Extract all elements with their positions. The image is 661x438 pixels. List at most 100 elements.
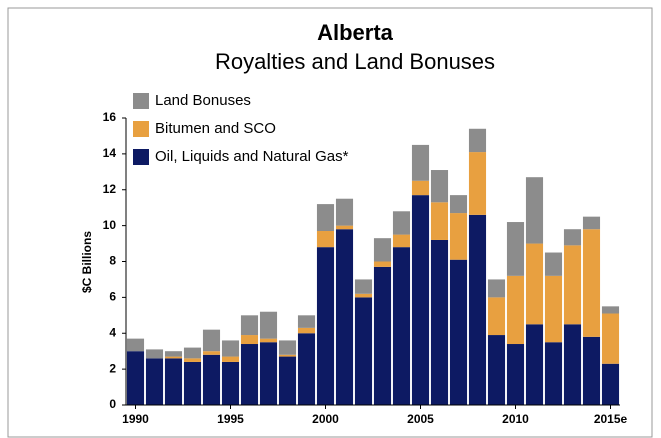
bar-segment bbox=[373, 266, 392, 405]
chart-subtitle: Royalties and Land Bonuses bbox=[215, 49, 495, 74]
bar-segment bbox=[582, 216, 601, 230]
bar-segment bbox=[183, 347, 202, 359]
bar-segment bbox=[373, 238, 392, 262]
legend-label: Land Bonuses bbox=[155, 92, 251, 109]
bar-segment bbox=[544, 275, 563, 343]
bar-segment bbox=[487, 335, 506, 405]
bar-segment bbox=[354, 297, 373, 405]
bar-segment bbox=[164, 356, 183, 359]
y-tick-label: 16 bbox=[103, 110, 117, 124]
bar-segment bbox=[392, 211, 411, 235]
bar-segment bbox=[278, 354, 297, 357]
bar-segment bbox=[278, 356, 297, 405]
bar-segment bbox=[126, 351, 145, 405]
bar-segment bbox=[468, 152, 487, 215]
y-tick-label: 12 bbox=[103, 182, 117, 196]
bar-segment bbox=[145, 358, 164, 405]
bar-segment bbox=[430, 170, 449, 203]
y-tick-label: 0 bbox=[109, 397, 116, 411]
bar-segment bbox=[449, 195, 468, 214]
x-tick-label: 2005 bbox=[407, 412, 434, 426]
bar-segment bbox=[221, 361, 240, 405]
bar-segment bbox=[240, 315, 259, 336]
bar-segment bbox=[601, 313, 620, 364]
bar-segment bbox=[202, 351, 221, 355]
chart-title: Alberta bbox=[317, 20, 394, 45]
y-tick-label: 10 bbox=[103, 218, 117, 232]
bar-segment bbox=[297, 333, 316, 405]
x-tick-label: 1995 bbox=[217, 412, 244, 426]
bar-segment bbox=[411, 144, 430, 181]
bar-segment bbox=[335, 229, 354, 405]
bar-segment bbox=[449, 259, 468, 405]
bar-segment bbox=[563, 324, 582, 405]
y-tick-label: 14 bbox=[103, 146, 117, 160]
bar-segment bbox=[468, 214, 487, 405]
bar-segment bbox=[202, 329, 221, 352]
legend-swatch bbox=[133, 121, 149, 137]
bar-segment bbox=[430, 202, 449, 240]
bar-segment bbox=[506, 344, 525, 405]
bar-segment bbox=[582, 336, 601, 405]
bar-segment bbox=[563, 229, 582, 246]
y-tick-label: 8 bbox=[109, 254, 116, 268]
bar-segment bbox=[411, 180, 430, 196]
bar-segment bbox=[202, 354, 221, 405]
bar-segment bbox=[354, 279, 373, 294]
bar-segment bbox=[449, 213, 468, 260]
bar-segment bbox=[544, 342, 563, 405]
bar-segment bbox=[164, 358, 183, 405]
frame bbox=[7, 7, 653, 438]
bar-segment bbox=[487, 297, 506, 336]
bar-segment bbox=[259, 311, 278, 339]
bar-segment bbox=[430, 239, 449, 405]
bar-segment bbox=[582, 229, 601, 337]
bar-segment bbox=[601, 363, 620, 405]
bar-segment bbox=[297, 315, 316, 328]
y-tick-label: 2 bbox=[109, 361, 116, 375]
bar-segment bbox=[259, 338, 278, 343]
bar-segment bbox=[183, 361, 202, 405]
bar-segment bbox=[373, 261, 392, 267]
bar-segment bbox=[468, 128, 487, 153]
bar-segment bbox=[297, 327, 316, 334]
bar-segment bbox=[221, 340, 240, 357]
bar-segment bbox=[525, 243, 544, 325]
bar-segment bbox=[278, 340, 297, 355]
bar-segment bbox=[316, 247, 335, 405]
y-tick-label: 4 bbox=[109, 325, 116, 339]
bar-segment bbox=[392, 247, 411, 405]
bar-segment bbox=[259, 342, 278, 405]
legend-label: Oil, Liquids and Natural Gas* bbox=[155, 148, 349, 165]
bar-segment bbox=[126, 338, 145, 352]
bar-segment bbox=[525, 177, 544, 244]
x-tick-label: 1990 bbox=[122, 412, 149, 426]
bar-segment bbox=[221, 356, 240, 362]
bar-segment bbox=[506, 275, 525, 345]
y-axis-label: $C Billions bbox=[80, 231, 94, 293]
bar-segment bbox=[316, 231, 335, 248]
bar-segment bbox=[335, 225, 354, 230]
bar-segment bbox=[240, 344, 259, 405]
bar-segment bbox=[544, 252, 563, 276]
bar-segment bbox=[411, 195, 430, 405]
bar-segment bbox=[335, 198, 354, 226]
bar-segment bbox=[164, 351, 183, 357]
bar-segment bbox=[316, 204, 335, 232]
bar-segment bbox=[525, 324, 544, 405]
legend-swatch bbox=[133, 93, 149, 109]
bar-segment bbox=[601, 306, 620, 314]
x-tick-label: 2015e bbox=[594, 412, 628, 426]
x-tick-label: 2010 bbox=[502, 412, 529, 426]
y-tick-label: 6 bbox=[109, 290, 116, 304]
bar-segment bbox=[240, 335, 259, 345]
bar-segment bbox=[183, 358, 202, 362]
legend-swatch bbox=[133, 149, 149, 165]
legend-label: Bitumen and SCO bbox=[155, 120, 276, 137]
bar-segment bbox=[506, 222, 525, 276]
x-tick-label: 2000 bbox=[312, 412, 339, 426]
bar-segment bbox=[487, 279, 506, 298]
bar-segment bbox=[392, 234, 411, 248]
bar-segment bbox=[145, 349, 164, 359]
